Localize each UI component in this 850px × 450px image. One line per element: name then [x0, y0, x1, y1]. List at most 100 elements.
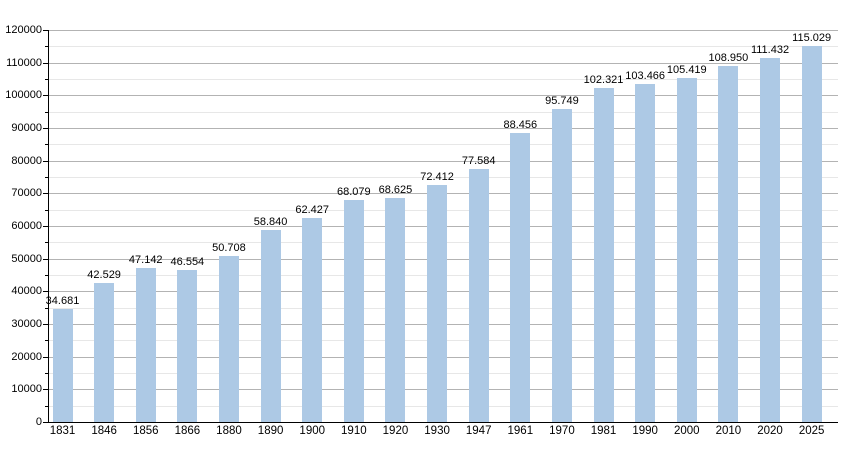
y-axis-tick	[43, 422, 48, 423]
bar	[676, 77, 697, 422]
x-tick-label: 1947	[465, 425, 492, 437]
y-axis-minor-tick	[45, 177, 48, 178]
x-tick-label: 1930	[424, 425, 450, 437]
bar	[218, 256, 239, 422]
bar	[135, 268, 156, 422]
y-tick-label: 120000	[5, 24, 42, 36]
y-gridline-minor	[48, 111, 838, 113]
y-tick-label: 0	[35, 416, 42, 428]
x-tick-label: 1981	[590, 425, 617, 437]
y-axis-minor-tick	[45, 144, 48, 146]
y-tick-label: 50000	[11, 252, 42, 265]
y-axis-minor-tick	[45, 307, 48, 309]
y-axis-line	[48, 30, 49, 422]
bar-value-label: 68.625	[378, 183, 413, 196]
y-gridline-major	[48, 30, 838, 31]
y-tick-label: 80000	[11, 154, 42, 167]
y-gridline-minor	[48, 177, 838, 178]
y-axis-minor-tick	[45, 275, 48, 276]
x-tick-label: 1990	[632, 425, 658, 437]
x-tick-label: 1831	[49, 425, 76, 437]
y-axis-minor-tick	[45, 79, 48, 80]
bar	[718, 66, 739, 422]
x-tick-label: 2000	[674, 425, 700, 437]
bar	[385, 197, 406, 422]
y-tick-label: 30000	[11, 318, 42, 330]
y-axis-minor-tick	[45, 340, 48, 342]
bar-value-label: 88.456	[503, 119, 538, 132]
bar	[427, 185, 448, 422]
bar-value-label: 58.840	[253, 215, 288, 228]
x-tick-label: 1970	[549, 425, 575, 437]
x-tick-label: 1910	[341, 425, 367, 437]
bar	[760, 58, 781, 422]
plot-area: 0 10000 20000 30000 40000 50000 60000 70000 8000…	[5, 24, 838, 437]
bar-value-label: 102.321	[583, 73, 624, 86]
y-axis-minor-tick	[45, 242, 48, 244]
y-gridline-major	[48, 62, 838, 64]
x-tick-label: 1846	[91, 425, 117, 437]
y-gridline-major	[48, 160, 838, 162]
bar	[177, 269, 198, 422]
x-tick-label: 2010	[715, 425, 742, 437]
bar-value-label: 72.412	[420, 171, 454, 184]
y-axis-tick	[43, 356, 48, 358]
bar-value-label: 115.029	[792, 32, 832, 45]
bar-value-label: 68.079	[337, 185, 371, 198]
y-axis-minor-tick	[45, 46, 48, 48]
bar	[468, 168, 489, 422]
bar	[260, 229, 281, 422]
x-tick-label: 1856	[132, 425, 159, 437]
y-tick-label: 20000	[11, 350, 42, 363]
y-axis-tick	[43, 30, 48, 31]
bar-value-label: 77.584	[461, 154, 496, 167]
bar-value-label: 34.681	[45, 294, 80, 307]
y-axis-tick	[43, 291, 48, 293]
y-tick-label: 100000	[5, 89, 42, 102]
y-axis-tick	[43, 389, 48, 391]
bar	[801, 46, 822, 422]
y-gridline-major	[48, 95, 838, 97]
bar	[343, 199, 364, 422]
bar	[94, 283, 115, 422]
bar	[635, 84, 656, 422]
bar-value-label: 62.427	[295, 204, 330, 217]
bar-value-label: 105.419	[666, 63, 707, 76]
bar-value-label: 46.554	[170, 255, 205, 268]
y-gridline-major	[48, 128, 838, 129]
y-tick-label: 90000	[11, 122, 42, 134]
bar	[52, 308, 73, 422]
bar-value-label: 108.950	[708, 52, 749, 65]
y-axis-tick	[43, 95, 48, 97]
y-axis-tick	[43, 193, 48, 195]
bar-value-label: 50.708	[212, 242, 246, 255]
y-tick-label: 10000	[11, 383, 42, 396]
bar-value-label: 95.749	[545, 95, 579, 108]
x-tick-label: 2025	[798, 425, 825, 437]
y-axis-minor-tick	[45, 373, 48, 374]
y-axis-tick	[43, 128, 48, 129]
bar	[510, 133, 531, 422]
y-axis-tick	[43, 258, 48, 260]
bar	[593, 87, 614, 422]
x-tick-label: 1880	[216, 425, 242, 437]
x-tick-label: 1890	[257, 425, 284, 437]
x-tick-label: 1866	[174, 425, 201, 437]
y-axis-tick	[43, 160, 48, 162]
x-tick-label: 1920	[382, 425, 409, 437]
y-axis-tick	[43, 324, 48, 325]
bar	[302, 218, 323, 422]
y-axis-minor-tick	[45, 405, 48, 407]
x-tick-label: 1900	[299, 425, 326, 437]
y-tick-label: 70000	[11, 187, 42, 200]
y-axis-tick	[43, 62, 48, 64]
x-axis-line	[47, 422, 838, 423]
y-tick-label: 40000	[11, 285, 42, 298]
y-tick-label: 110000	[6, 56, 42, 69]
y-axis-minor-tick	[45, 209, 48, 211]
y-gridline-minor	[48, 46, 838, 48]
y-gridline-minor	[48, 79, 838, 80]
bar-value-label: 111.432	[750, 44, 790, 56]
y-gridline-minor	[48, 144, 838, 146]
